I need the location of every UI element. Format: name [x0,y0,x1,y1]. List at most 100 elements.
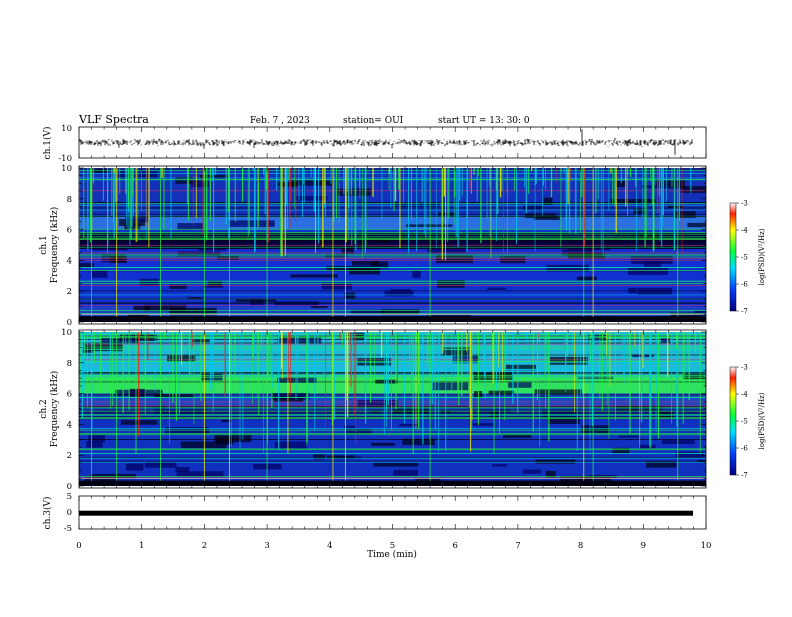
spectrogram-patch [658,412,674,418]
time-tick-label: 5 [390,541,395,551]
spectrogram-band [79,270,706,275]
spectrogram-band [79,277,706,281]
freq-tick-label: 2 [67,451,72,461]
spectrogram-band [79,267,706,272]
spectrogram-patch [296,196,328,201]
spectrogram-band [79,190,706,195]
spectrogram-patch [615,181,626,188]
spectrogram-patch [670,312,702,318]
spectrogram-patch [641,185,668,188]
freq-tick-label: 4 [67,420,72,430]
spectrogram-patch [273,396,304,402]
spectrogram-patch [125,463,144,471]
spectrogram-patch [545,470,556,479]
spectrogram-patch [488,390,515,395]
spectrogram-patch [643,261,661,267]
spectrogram-patch [175,467,190,473]
spectrogram-patch [100,337,139,343]
spectrogram-patch [543,197,553,206]
spectrogram-band [79,364,706,368]
spectrogram-patch [344,292,356,299]
colorbar-tick-label: -6 [741,281,748,289]
spectrogram-patch [524,213,557,218]
spectrogram-patch [86,441,103,448]
spectrogram-patch [79,263,95,268]
spectrogram-patch [542,409,581,418]
spectrogram-patch [427,247,466,254]
spectrogram-band [79,286,706,291]
colorbar-tick-label: -6 [741,445,748,453]
freq-tick-label: 10 [61,328,72,338]
spectrogram-band [79,222,706,227]
spectrogram-band [79,184,706,188]
spectrogram-patch [384,290,414,297]
spectrogram-band [79,187,706,191]
spectrogram-patch [523,205,543,210]
spectrogram-patch [274,441,307,449]
ch1-ytick-bottom: -10 [58,154,72,164]
spectrogram-patch [399,423,419,427]
time-tick-label: 9 [641,541,646,551]
spectrogram-patch [312,454,325,460]
spectrogram-patch [656,180,685,189]
ch1-colorbar [729,202,737,312]
time-axis-tick-labels: 0 1 2 3 4 5 6 7 8 9 10 [76,541,711,551]
spectrogram-patch [522,469,541,474]
spectrogram-band [79,193,706,198]
spectrogram-patch [350,309,385,314]
time-tick-label: 7 [515,541,520,551]
ch1-colorbar-label: log(PSD)(V²/Hz) [758,228,766,285]
spectrogram-patch [546,264,589,272]
spectrogram-band [79,473,706,477]
spectrogram-patch [588,334,607,341]
freq-tick-label: 8 [67,359,72,369]
spectrogram-patch [540,236,550,239]
colorbar-tick-label: -4 [741,391,748,399]
ch1-waveform-line [79,129,693,155]
spectrogram-band [79,396,706,400]
spectrogram-patch [373,463,419,467]
figure-title: VLF Spectra [78,113,149,126]
spectrogram-patch [431,382,469,391]
spectrogram-patch [549,356,589,365]
spectrogram-band [79,376,706,381]
freq-tick-label: 0 [67,318,72,328]
spectrogram-patch [311,306,328,309]
spectrogram-patch [88,434,106,443]
spectrogram-band [79,219,706,224]
time-tick-label: 2 [202,541,207,551]
spectrogram-patch [500,256,526,264]
spectrogram-band [79,412,706,416]
spectrogram-patch [214,434,252,443]
spectrogram-band [79,457,706,461]
ch2-freq-label: Frequency (kHz) [49,371,60,448]
spectrogram-band [79,225,706,230]
spectrogram-patch [472,423,494,426]
spectrogram-patch [90,244,128,251]
spectrogram-patch [533,215,560,220]
spectrogram-band [79,469,706,474]
ch1-colorbar-ticks: -3 -4 -5 -6 -7 [736,200,748,316]
spectrogram-patch [235,299,276,302]
spectrogram-band [79,261,706,265]
spectrogram-band [79,418,706,423]
spectrogram-band [79,305,706,310]
spectrogram-patch [277,336,322,344]
start-ut-label: start UT = 13: 30: 0 [438,116,530,126]
ch3-waveform-line [79,510,693,516]
spectrogram-patch [133,305,151,311]
spectrogram-band [79,248,706,252]
ch3-ytick-bottom: -5 [64,524,72,534]
spectrogram-patch [176,471,224,477]
spectrogram-patch [289,180,333,186]
colorbar-tick-label: -7 [741,308,748,316]
ch1-spectrogram-image [79,168,706,322]
spectrogram-patch [487,287,506,290]
spectrogram-patch [357,400,398,408]
spectrogram-band [79,241,706,246]
spectrogram-patch [144,304,187,312]
spectrogram-patch [199,174,229,179]
spectrogram-patch [443,347,471,355]
